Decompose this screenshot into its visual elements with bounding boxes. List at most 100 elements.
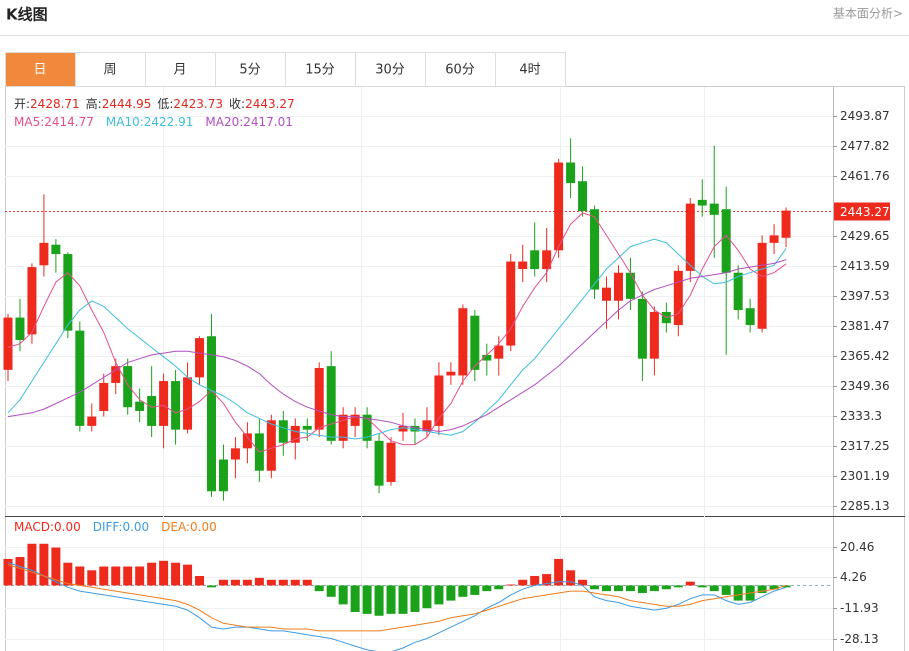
legend-value: 2444.95 (102, 97, 152, 111)
macd-bar (649, 585, 659, 592)
macd-bar (769, 585, 779, 590)
chart-frame (5, 86, 905, 651)
macd-bar (159, 560, 169, 586)
macd-bar (470, 585, 480, 595)
widget-title: K线图 (6, 6, 48, 24)
macd-bar (446, 585, 456, 601)
macd-bar (673, 585, 683, 588)
macd-bar (230, 579, 240, 586)
macd-bar (542, 574, 552, 586)
macd-line (7, 564, 787, 632)
macd-bar (15, 557, 25, 586)
tab[interactable] (5, 52, 76, 87)
candle-body (554, 162, 564, 251)
y-tick-label: 4.26 (840, 570, 867, 584)
macd-bar (218, 579, 228, 586)
macd-bar (733, 585, 743, 601)
tab-label[interactable]: 15分 (305, 63, 335, 78)
candle-body (530, 250, 540, 269)
tab[interactable] (215, 52, 286, 87)
macd-bar (87, 570, 97, 586)
macd-bar (362, 585, 372, 614)
tab-label[interactable]: 5分 (239, 63, 260, 78)
tab-label[interactable]: 4时 (519, 63, 540, 78)
legend-value: 0.00 (122, 520, 149, 534)
candle-body (685, 203, 695, 271)
candle-body (326, 366, 336, 441)
candle-body (446, 371, 456, 376)
candle-body (590, 209, 600, 290)
tab[interactable] (495, 52, 566, 87)
macd-bar (434, 585, 444, 605)
macd-bar (51, 547, 61, 586)
macd-bar (3, 558, 13, 586)
ma-line (7, 212, 787, 453)
macd-bar (195, 575, 205, 586)
macd-bar (757, 585, 767, 594)
macd-bar (494, 585, 504, 590)
macd-bar (613, 585, 623, 592)
legend-value: 2417.01 (243, 115, 293, 129)
candle-body (470, 315, 480, 370)
macd-bar (123, 566, 133, 586)
legend-value: 0.00 (54, 520, 81, 534)
legend-entry: DEA:0.00 (161, 520, 217, 534)
candle-body (206, 336, 216, 492)
legend-entry: DIFF:0.00 (93, 520, 149, 534)
tab-label[interactable]: 60分 (445, 63, 475, 78)
y-tick-label: 2477.82 (840, 139, 890, 153)
macd-bar (278, 579, 288, 586)
tab[interactable] (355, 52, 426, 87)
macd-bar (721, 585, 731, 595)
candle-body (745, 308, 755, 326)
candle-body (27, 267, 37, 335)
tab-label[interactable]: 周 (103, 63, 116, 78)
legend-value: 2414.77 (44, 115, 94, 129)
candle-body (266, 420, 276, 471)
y-tick-label: 2333.3 (840, 409, 882, 423)
macd-bar (147, 562, 157, 586)
legend-entry: MA5:2414.77 (14, 115, 94, 129)
candle-body (769, 235, 779, 243)
legend-value: 2428.71 (30, 97, 80, 111)
tab[interactable] (145, 52, 216, 87)
tab-label[interactable]: 月 (173, 63, 186, 78)
macd-bar (183, 564, 193, 586)
legend-label: DIFF: (93, 520, 123, 534)
tab-label[interactable]: 30分 (375, 63, 405, 78)
macd-bar (506, 584, 516, 586)
candle-body (99, 382, 109, 411)
candle-body (566, 162, 576, 184)
tab[interactable] (285, 52, 356, 87)
tab[interactable] (75, 52, 146, 87)
y-tick-label: 2317.25 (840, 439, 890, 453)
candle-body (15, 317, 25, 340)
ma-line (7, 259, 787, 433)
legend-value: 2422.91 (144, 115, 194, 129)
candle-body (230, 448, 240, 460)
fundamentals-link[interactable]: 基本面分析> (833, 7, 903, 21)
legend-entry: MA10:2422.91 (106, 115, 194, 129)
legend-entry: 开:2428.71 (14, 97, 80, 111)
candle-body (123, 366, 133, 408)
macd-bar (458, 585, 468, 597)
macd-bar (709, 585, 719, 592)
legend-entry: MACD:0.00 (14, 520, 81, 534)
legend-label: MA5: (14, 115, 44, 129)
candle-body (242, 433, 252, 449)
macd-bar (75, 566, 85, 586)
tab-label[interactable]: 日 (33, 63, 46, 78)
legend-label: 收: (229, 97, 245, 111)
legend-entry: MA20:2417.01 (205, 115, 293, 129)
candle-body (506, 261, 516, 346)
macd-bar (781, 585, 791, 588)
ma-line (7, 238, 787, 440)
candle-body (386, 442, 396, 482)
candle-body (218, 459, 228, 492)
candle-body (410, 425, 420, 432)
macd-bar (530, 575, 540, 586)
candle-body (518, 261, 528, 269)
candle-body (613, 272, 623, 301)
candle-body (87, 416, 97, 426)
